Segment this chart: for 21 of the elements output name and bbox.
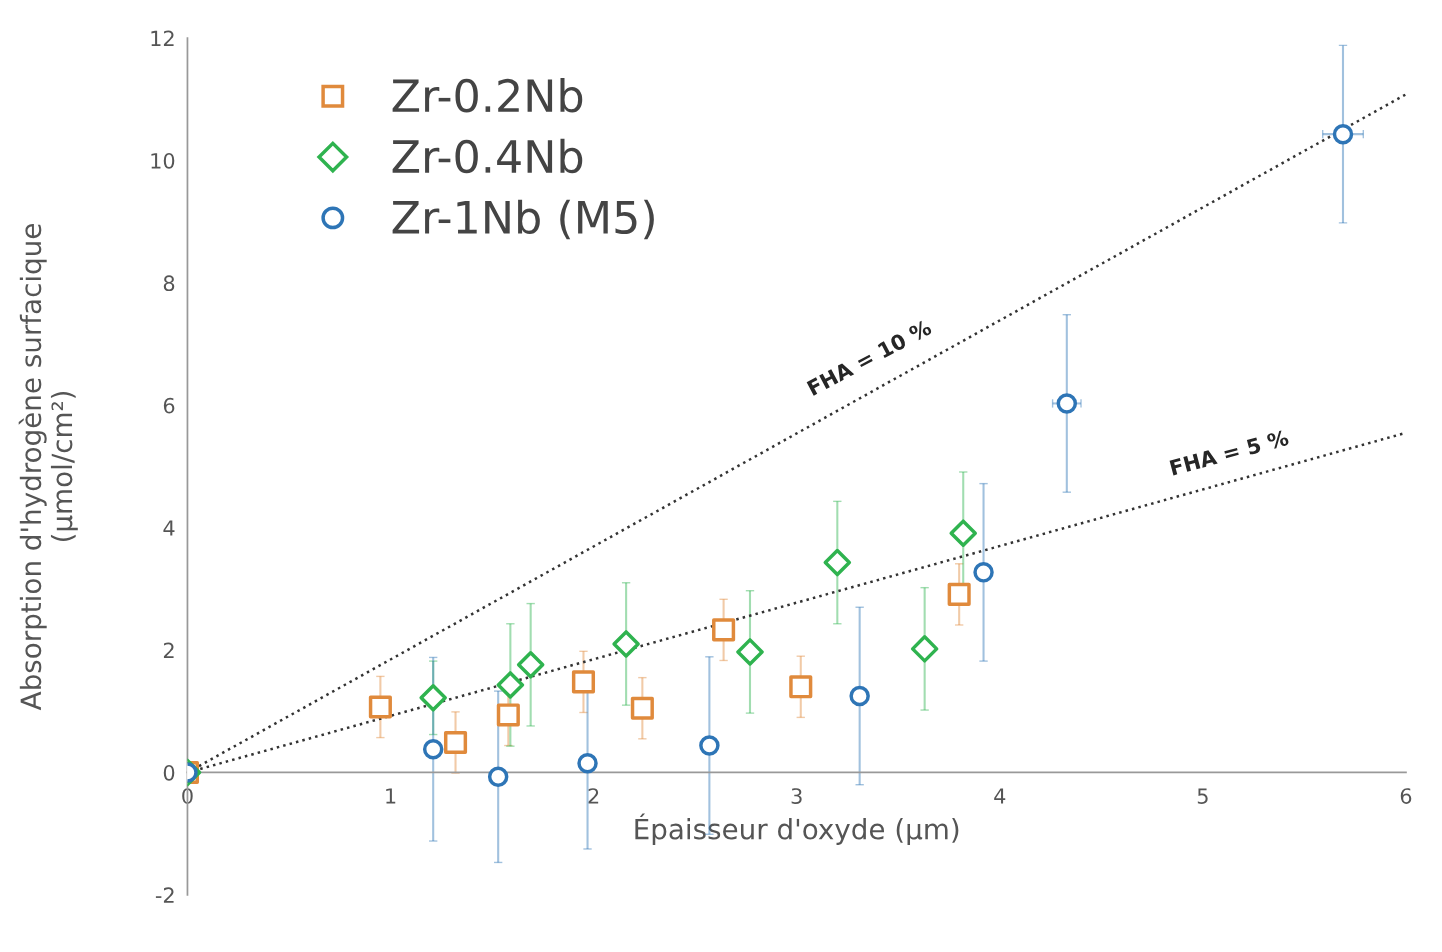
y-tick-label: 0 (163, 764, 175, 781)
annotation: FHA = 5 % (1169, 429, 1290, 476)
y-axis-title: Absorption d'hydrogène surfacique (µmol/cm²) (18, 224, 78, 711)
x-tick-label: 1 (386, 788, 396, 804)
x-tick-label: 6 (1400, 788, 1412, 804)
x-tick-label: 5 (1197, 788, 1208, 804)
x-tick-label: 2 (588, 788, 599, 804)
legend-label: Zr-0.2Nb (392, 78, 583, 113)
x-tick-label: 4 (994, 788, 1006, 804)
y-tick-label: 12 (151, 30, 174, 46)
y-tick-label: 8 (163, 275, 175, 292)
x-tick-label: 3 (791, 788, 802, 804)
x-axis-title: Épaisseur d'oxyde (µm) (635, 813, 959, 845)
y-tick-label: 4 (163, 520, 175, 536)
legend-label: Zr-0.4Nb (392, 138, 583, 174)
annotation: FHA = 10 % (806, 318, 933, 396)
legend-label: Zr-1Nb (M5) (392, 199, 654, 240)
y-tick-label: 10 (151, 152, 175, 169)
y-tick-label: -2 (155, 887, 174, 903)
y-tick-label: 2 (163, 642, 174, 658)
y-tick-label: 6 (163, 397, 175, 414)
